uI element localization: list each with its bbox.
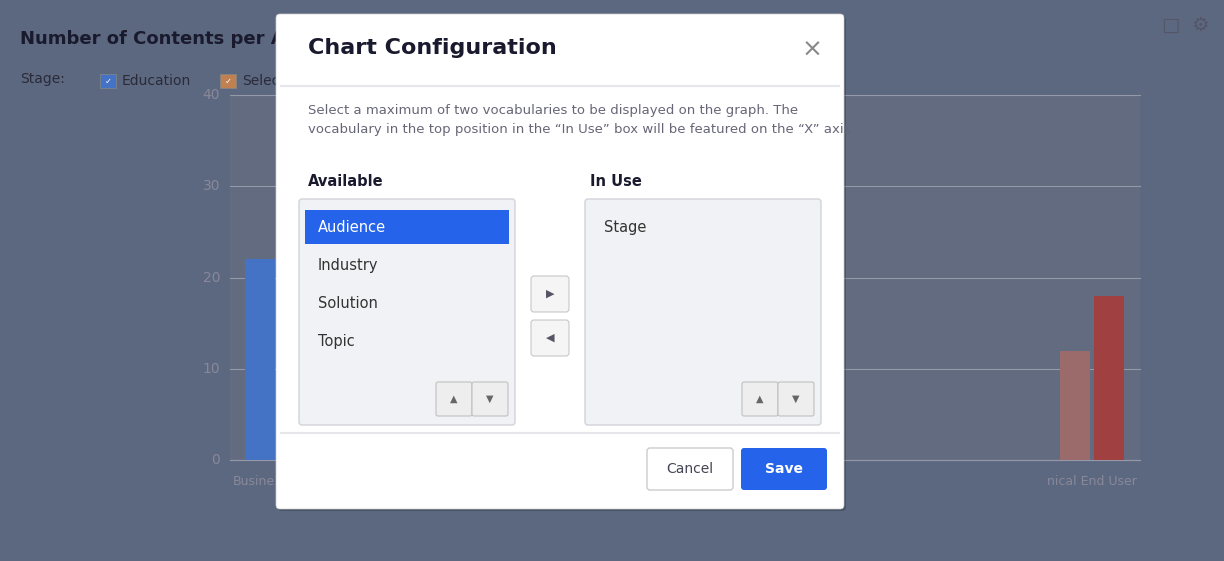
Text: 20: 20 xyxy=(202,270,220,284)
Text: Education: Education xyxy=(122,74,191,88)
Text: 0: 0 xyxy=(212,453,220,467)
Text: Number of Contents per Audi: Number of Contents per Audi xyxy=(20,30,316,48)
Text: ▲: ▲ xyxy=(450,394,458,404)
Text: Audience: Audience xyxy=(318,219,386,234)
FancyBboxPatch shape xyxy=(275,14,845,509)
FancyBboxPatch shape xyxy=(1094,296,1124,460)
Text: Save: Save xyxy=(765,462,803,476)
FancyBboxPatch shape xyxy=(531,320,569,356)
Text: In Use: In Use xyxy=(590,174,641,189)
Text: Topic: Topic xyxy=(318,333,355,348)
Text: Cancel: Cancel xyxy=(666,462,714,476)
Text: ×: × xyxy=(802,38,823,62)
FancyBboxPatch shape xyxy=(305,210,509,244)
Text: ▲: ▲ xyxy=(756,394,764,404)
FancyBboxPatch shape xyxy=(220,74,236,88)
FancyBboxPatch shape xyxy=(741,448,827,490)
FancyBboxPatch shape xyxy=(100,74,116,88)
FancyBboxPatch shape xyxy=(278,16,846,511)
FancyBboxPatch shape xyxy=(299,199,515,425)
FancyBboxPatch shape xyxy=(230,95,1140,460)
FancyBboxPatch shape xyxy=(585,199,821,425)
Text: ▼: ▼ xyxy=(486,394,493,404)
Text: ✓: ✓ xyxy=(224,76,231,85)
Text: 10: 10 xyxy=(202,362,220,376)
FancyBboxPatch shape xyxy=(436,382,472,416)
Text: ▶: ▶ xyxy=(546,289,554,299)
Text: Busine...: Busine... xyxy=(233,475,288,488)
FancyBboxPatch shape xyxy=(778,382,814,416)
Text: Available: Available xyxy=(308,174,383,189)
Text: Solution: Solution xyxy=(318,296,378,310)
Text: Industry: Industry xyxy=(318,257,378,273)
FancyBboxPatch shape xyxy=(245,259,275,460)
Text: ✓: ✓ xyxy=(104,76,111,85)
Text: 40: 40 xyxy=(202,88,220,102)
Text: Stage:: Stage: xyxy=(20,72,65,86)
Text: Chart Configuration: Chart Configuration xyxy=(308,38,557,58)
Text: Select a maximum of two vocabularies to be displayed on the graph. The
vocabular: Select a maximum of two vocabularies to … xyxy=(308,104,854,136)
Text: nical End User: nical End User xyxy=(1047,475,1137,488)
Text: ▼: ▼ xyxy=(792,394,799,404)
FancyBboxPatch shape xyxy=(531,276,569,312)
FancyBboxPatch shape xyxy=(472,382,508,416)
Text: □: □ xyxy=(1160,16,1179,34)
Text: ◀: ◀ xyxy=(546,333,554,343)
FancyBboxPatch shape xyxy=(742,382,778,416)
Text: ⚙: ⚙ xyxy=(1191,16,1209,34)
FancyBboxPatch shape xyxy=(1060,351,1091,460)
FancyBboxPatch shape xyxy=(647,448,733,490)
Text: 30: 30 xyxy=(202,180,220,193)
Text: Selection: Selection xyxy=(242,74,306,88)
Text: Stage: Stage xyxy=(603,219,646,234)
